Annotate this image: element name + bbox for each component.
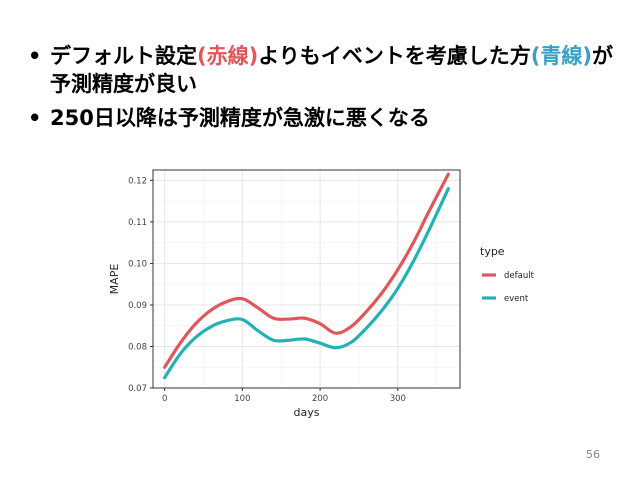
plot-panel [152, 169, 461, 389]
y-tick-label: 0.12 [128, 176, 147, 186]
y-axis-title: MAPE [108, 264, 121, 295]
bullet-item: • デフォルト設定(赤線)よりもイベントを考慮した方(青線)が予測精度が良い [28, 42, 628, 98]
x-axis-title: days [294, 406, 320, 419]
bullet-text-part: 250日以降は予測精度が急激に悪くなる [50, 106, 430, 130]
series-line-default [163, 172, 450, 369]
legend-title: type [480, 245, 505, 258]
y-tick-label: 0.09 [128, 301, 147, 311]
y-tick-label: 0.11 [128, 218, 147, 228]
red-line-label: (赤線) [197, 44, 259, 68]
y-tick-label: 0.07 [128, 384, 147, 394]
bullet-text-part: デフォルト設定 [50, 44, 197, 68]
x-tick-label: 0 [162, 394, 167, 404]
plot-border [152, 169, 461, 389]
legend-label-default: default [504, 271, 535, 281]
y-tick-label: 0.10 [128, 259, 147, 269]
y-tick-label: 0.08 [128, 342, 147, 352]
bullet-text: 250日以降は予測精度が急激に悪くなる [50, 104, 628, 132]
blue-line-label: (青線) [530, 44, 592, 68]
bullet-text-part: が予測精度が良い [50, 44, 613, 96]
page-number: 56 [586, 448, 600, 461]
x-tick-label: 100 [234, 394, 250, 404]
series-line-event [163, 187, 450, 380]
bullet-marker: • [28, 106, 42, 130]
bullet-text-part: よりもイベントを考慮した方 [258, 44, 531, 68]
legend-label-event: event [504, 294, 529, 304]
mape-line-chart: 0.07 0.08 0.09 0.10 0.11 0.12 0 100 200 300 days MA… [108, 169, 535, 419]
bullet-item: • 250日以降は予測精度が急激に悪くなる [28, 104, 628, 132]
x-tick-label: 200 [312, 394, 328, 404]
bullet-list: • デフォルト設定(赤線)よりもイベントを考慮した方(青線)が予測精度が良い • 25… [28, 42, 628, 138]
x-tick-label: 300 [390, 394, 406, 404]
bullet-text: デフォルト設定(赤線)よりもイベントを考慮した方(青線)が予測精度が良い [50, 42, 628, 98]
bullet-marker: • [28, 44, 42, 68]
